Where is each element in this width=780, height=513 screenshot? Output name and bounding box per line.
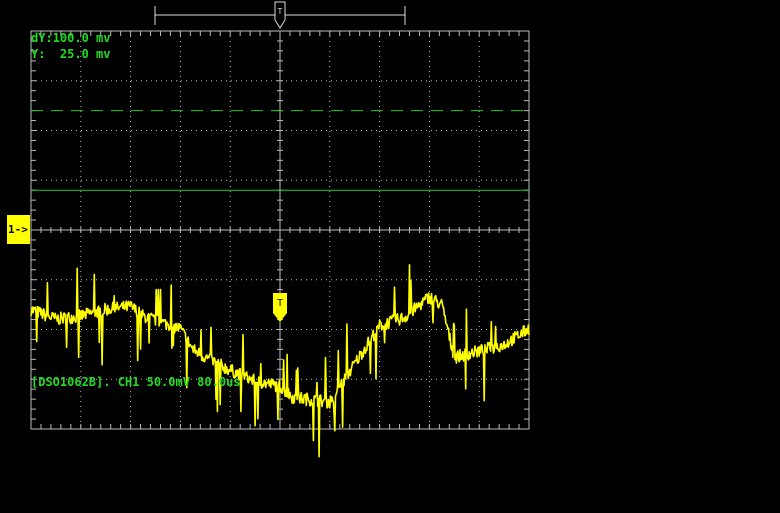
cursor-delta-readout: dY:100.0 mv [31, 31, 111, 45]
channel-1-trace [30, 264, 530, 458]
cursor-position-readout: Y: 25.0 mv [31, 47, 111, 61]
trigger-position-marker: T [278, 7, 283, 16]
channel-1-marker[interactable]: 1-> [7, 215, 30, 244]
plot-trigger-label: T [277, 298, 283, 309]
plot-trigger-marker: T [273, 293, 287, 322]
channel-1-waveform [30, 264, 530, 458]
scope-grid [30, 30, 530, 430]
trigger-position-bracket[interactable] [154, 1, 406, 29]
measurement-cursors[interactable] [31, 110, 529, 191]
scope-caption: [DSO1062B]. CH1 50.0mV 80.0us [31, 375, 241, 389]
